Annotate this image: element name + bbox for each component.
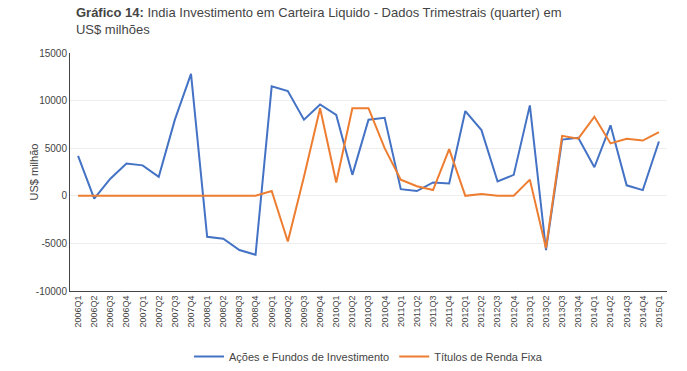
svg-text:5000: 5000 <box>45 143 68 154</box>
svg-text:2013Q4: 2013Q4 <box>573 296 583 328</box>
svg-text:2006Q3: 2006Q3 <box>105 296 115 328</box>
svg-text:2014Q2: 2014Q2 <box>605 296 615 328</box>
svg-text:Ações e Fundos de Investimento: Ações e Fundos de Investimento <box>229 351 389 363</box>
svg-text:2012Q2: 2012Q2 <box>476 296 486 328</box>
svg-text:2008Q1: 2008Q1 <box>202 296 212 328</box>
svg-text:2013Q3: 2013Q3 <box>557 296 567 328</box>
svg-text:2015Q1: 2015Q1 <box>654 296 664 328</box>
svg-text:2013Q1: 2013Q1 <box>525 296 535 328</box>
svg-text:2010Q4: 2010Q4 <box>380 296 390 328</box>
svg-text:2013Q2: 2013Q2 <box>541 296 551 328</box>
svg-text:Títulos de Renda Fixa: Títulos de Renda Fixa <box>434 351 542 363</box>
svg-text:2008Q4: 2008Q4 <box>250 296 260 328</box>
svg-text:2010Q2: 2010Q2 <box>347 296 357 328</box>
svg-text:2012Q4: 2012Q4 <box>509 296 519 328</box>
svg-text:2007Q3: 2007Q3 <box>170 296 180 328</box>
svg-text:2011Q2: 2011Q2 <box>412 296 422 327</box>
svg-text:2008Q2: 2008Q2 <box>218 296 228 328</box>
svg-text:2006Q4: 2006Q4 <box>121 296 131 328</box>
svg-text:2014Q4: 2014Q4 <box>638 296 648 328</box>
svg-text:2008Q3: 2008Q3 <box>234 296 244 328</box>
svg-text:-5000: -5000 <box>41 238 67 249</box>
svg-text:2007Q1: 2007Q1 <box>138 296 148 328</box>
svg-text:2009Q3: 2009Q3 <box>299 296 309 328</box>
svg-text:-10000: -10000 <box>36 286 68 297</box>
svg-text:2012Q1: 2012Q1 <box>460 296 470 328</box>
svg-text:2011Q4: 2011Q4 <box>444 296 454 327</box>
svg-text:15000: 15000 <box>39 48 67 59</box>
svg-text:Gráfico 14: India Investimento: Gráfico 14: India Investimento em Cartei… <box>76 5 562 37</box>
svg-text:2007Q4: 2007Q4 <box>186 296 196 328</box>
svg-text:2011Q3: 2011Q3 <box>428 296 438 327</box>
svg-text:2009Q2: 2009Q2 <box>283 296 293 328</box>
svg-text:2011Q1: 2011Q1 <box>396 296 406 327</box>
svg-text:2006Q2: 2006Q2 <box>89 296 99 328</box>
svg-text:2012Q3: 2012Q3 <box>493 296 503 328</box>
svg-text:2014Q1: 2014Q1 <box>589 296 599 328</box>
svg-text:0: 0 <box>61 190 67 201</box>
svg-text:2010Q1: 2010Q1 <box>331 296 341 328</box>
svg-text:2009Q4: 2009Q4 <box>315 296 325 328</box>
svg-text:2010Q3: 2010Q3 <box>363 296 373 328</box>
svg-text:2006Q1: 2006Q1 <box>73 296 83 328</box>
svg-text:10000: 10000 <box>39 95 67 106</box>
svg-text:US$ milhão: US$ milhão <box>28 144 40 201</box>
svg-text:2007Q2: 2007Q2 <box>154 296 164 328</box>
svg-text:2009Q1: 2009Q1 <box>267 296 277 328</box>
svg-text:2014Q3: 2014Q3 <box>622 296 632 328</box>
